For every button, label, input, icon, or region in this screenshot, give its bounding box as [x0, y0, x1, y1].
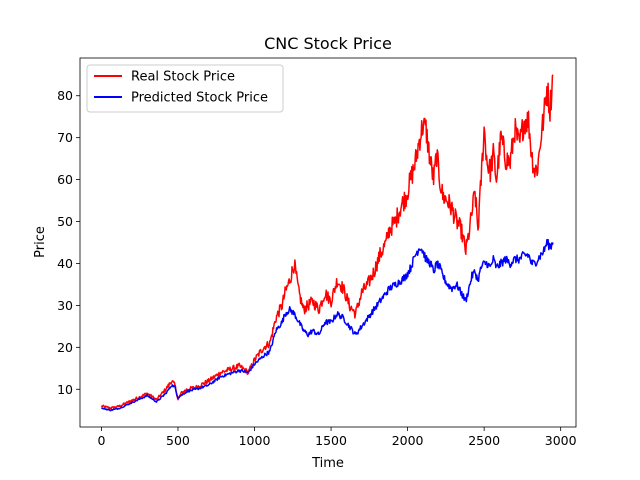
y-tick-label: 70 — [57, 130, 73, 145]
series-line-0 — [100, 74, 554, 410]
plot-background — [80, 58, 576, 427]
x-tick-label: 3000 — [545, 433, 577, 448]
plot-area — [79, 57, 577, 428]
y-tick-label: 20 — [57, 340, 73, 355]
legend-label-real: Real Stock Price — [131, 70, 235, 85]
y-tick-label: 30 — [57, 298, 73, 313]
x-tick-label: 500 — [166, 433, 190, 448]
plot-frame — [79, 57, 577, 428]
y-tick-label: 40 — [57, 256, 73, 271]
legend: Real Stock Price Predicted Stock Price — [86, 64, 284, 113]
y-tick-label: 50 — [57, 214, 73, 229]
y-tick-label: 10 — [57, 382, 73, 397]
series-layer — [100, 74, 554, 412]
y-tick-label: 60 — [57, 172, 73, 187]
legend-frame — [86, 64, 284, 113]
x-tick-label: 2500 — [468, 433, 500, 448]
x-axis-label: Time — [311, 456, 344, 471]
x-tick-label: 1500 — [315, 433, 347, 448]
y-axis-label: Price — [33, 226, 48, 258]
legend-label-predicted: Predicted Stock Price — [131, 91, 268, 106]
x-tick-label: 0 — [97, 433, 105, 448]
x-tick-label: 1000 — [239, 433, 271, 448]
series-line-1 — [100, 238, 554, 412]
chart-title: CNC Stock Price — [264, 34, 392, 53]
y-axis: 10 20 30 40 50 60 70 80 — [57, 88, 80, 397]
x-axis: 0 500 1000 1500 2000 2500 3000 — [97, 427, 577, 448]
x-tick-label: 2000 — [392, 433, 424, 448]
y-tick-label: 80 — [57, 88, 73, 103]
